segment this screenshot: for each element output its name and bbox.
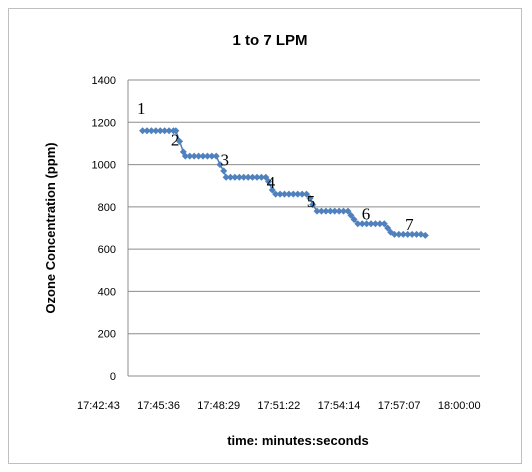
x-tick-label-3: 17:51:22 — [257, 400, 300, 412]
data-point-49 — [340, 207, 348, 215]
series-line-0 — [142, 129, 426, 237]
data-point-21 — [222, 173, 230, 181]
data-point-40 — [303, 190, 311, 198]
data-point-23 — [231, 173, 239, 181]
data-point-55 — [363, 220, 371, 228]
annotation-2: 2 — [171, 131, 180, 150]
y-tick-label-600: 600 — [98, 244, 116, 256]
data-point-19 — [216, 161, 224, 169]
annotation-5: 5 — [307, 192, 316, 211]
data-point-48 — [335, 207, 343, 215]
data-point-59 — [380, 220, 388, 228]
data-point-54 — [358, 220, 366, 228]
data-point-31 — [265, 177, 273, 185]
data-point-41 — [306, 194, 314, 202]
data-point-34 — [276, 190, 284, 198]
annotation-4: 4 — [267, 173, 276, 192]
data-point-67 — [413, 230, 421, 238]
data-point-32 — [268, 186, 276, 194]
data-point-16 — [203, 152, 211, 160]
data-point-56 — [367, 220, 375, 228]
annotation-3: 3 — [220, 151, 229, 170]
y-tick-label-800: 800 — [98, 202, 116, 214]
data-point-12 — [186, 152, 194, 160]
data-point-60 — [384, 224, 392, 232]
data-point-20 — [220, 167, 228, 175]
chart-frame — [8, 8, 522, 464]
data-point-64 — [399, 230, 407, 238]
annotation-group: 1 2 3 4 5 6 7 — [137, 99, 414, 234]
data-point-13 — [190, 152, 198, 160]
data-point-25 — [240, 173, 248, 181]
data-point-53 — [354, 220, 362, 228]
y-tick-label-400: 400 — [98, 286, 116, 298]
y-tick-label-1400: 1400 — [92, 75, 116, 87]
y-tick-label-0: 0 — [110, 371, 116, 383]
data-point-4 — [156, 127, 164, 135]
data-point-69 — [421, 231, 429, 239]
y-axis-label: Ozone Concentration (ppm) — [43, 142, 58, 313]
data-point-14 — [195, 152, 203, 160]
data-point-9 — [176, 137, 184, 145]
data-point-46 — [326, 207, 334, 215]
data-point-62 — [390, 230, 398, 238]
y-tick-label-1200: 1200 — [92, 117, 116, 129]
data-point-52 — [350, 216, 358, 224]
x-tick-label-4: 17:54:14 — [318, 400, 361, 412]
data-point-44 — [317, 207, 325, 215]
data-point-36 — [285, 190, 293, 198]
data-point-29 — [257, 173, 265, 181]
gridlines — [128, 79, 480, 335]
data-point-35 — [280, 190, 288, 198]
data-point-57 — [371, 220, 379, 228]
x-axis-label: time: minutes:seconds — [227, 433, 369, 448]
data-point-66 — [408, 230, 416, 238]
data-point-63 — [395, 230, 403, 238]
data-point-43 — [313, 207, 321, 215]
data-point-50 — [344, 207, 352, 215]
data-point-39 — [298, 190, 306, 198]
data-point-17 — [208, 152, 216, 160]
x-tick-labels: 17:42:43 17:45:36 17:48:29 17:51:22 17:54:14… — [77, 400, 481, 412]
annotation-1: 1 — [137, 99, 146, 118]
data-point-38 — [294, 190, 302, 198]
y-tick-label-200: 200 — [98, 329, 116, 341]
data-point-6 — [165, 127, 173, 135]
data-point-51 — [347, 211, 355, 219]
data-point-42 — [309, 201, 317, 209]
data-point-26 — [244, 173, 252, 181]
data-point-27 — [249, 173, 257, 181]
data-point-2 — [147, 127, 155, 135]
x-tick-label-5: 17:57:07 — [378, 400, 421, 412]
x-tick-label-6: 18:00:00 — [438, 400, 481, 412]
annotation-7: 7 — [405, 215, 414, 234]
data-point-58 — [376, 220, 384, 228]
data-point-18 — [212, 152, 220, 160]
series-group — [139, 127, 429, 239]
data-point-5 — [161, 127, 169, 135]
data-point-15 — [199, 152, 207, 160]
data-point-47 — [331, 207, 339, 215]
data-point-37 — [289, 190, 297, 198]
data-point-3 — [152, 127, 160, 135]
x-tick-label-1: 17:45:36 — [137, 400, 180, 412]
y-tick-label-1000: 1000 — [92, 160, 116, 172]
data-point-1 — [143, 127, 151, 135]
x-tick-label-2: 17:48:29 — [197, 400, 240, 412]
data-point-24 — [235, 173, 243, 181]
data-point-45 — [322, 207, 330, 215]
y-tick-labels: 0 200 400 600 800 1000 1200 1400 — [92, 75, 116, 383]
data-point-65 — [404, 230, 412, 238]
annotation-6: 6 — [362, 205, 371, 224]
x-tick-label-0: 17:42:43 — [77, 400, 120, 412]
data-point-22 — [227, 173, 235, 181]
data-point-33 — [272, 190, 280, 198]
data-point-0 — [139, 127, 147, 135]
data-point-28 — [253, 173, 261, 181]
data-point-11 — [181, 152, 189, 160]
data-point-8 — [172, 127, 180, 135]
chart-title: 1 to 7 LPM — [232, 32, 307, 49]
